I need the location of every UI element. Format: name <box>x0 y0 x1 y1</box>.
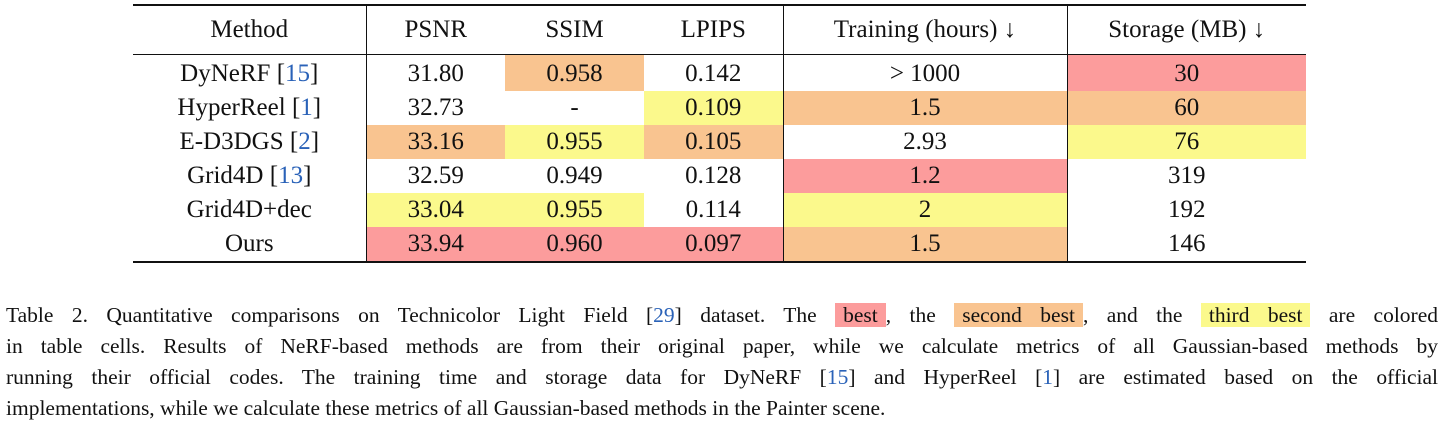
method-cell: HyperReel [1] <box>133 91 367 125</box>
lpips-cell: 0.105 <box>644 125 784 159</box>
results-table: Method PSNR SSIM LPIPS Training (hours) … <box>133 4 1306 263</box>
storage-cell: 30 <box>1067 54 1306 91</box>
header-storage: Storage (MB) ↓ <box>1067 5 1306 55</box>
citation-link[interactable]: 29 <box>653 303 675 327</box>
training-cell: 2 <box>783 193 1068 227</box>
citation-link[interactable]: 13 <box>278 162 304 189</box>
method-name: E-D3DGS <box>179 128 284 155</box>
legend-third-swatch: third best <box>1200 303 1311 327</box>
caption-line-4: implementations, while we calculate thes… <box>6 396 886 420</box>
training-cell: > 1000 <box>783 54 1068 91</box>
lpips-cell: 0.097 <box>644 227 784 262</box>
legend-best-swatch: best <box>835 303 886 327</box>
psnr-cell: 32.73 <box>407 94 464 121</box>
method-name: Ours <box>224 230 274 257</box>
psnr-cell: 31.80 <box>407 60 464 87</box>
training-cell: 1.5 <box>783 227 1068 262</box>
header-method: Method <box>133 5 367 55</box>
results-table-container: Method PSNR SSIM LPIPS Training (hours) … <box>133 4 1306 263</box>
psnr-cell: 33.94 <box>366 227 505 262</box>
storage-cell: 192 <box>1168 196 1206 223</box>
ssim-cell: 0.960 <box>505 227 644 262</box>
caption-line-1: Table 2. Quantitative comparisons on Tec… <box>6 303 1439 327</box>
storage-cell: 319 <box>1168 162 1206 189</box>
method-name: DyNeRF <box>180 60 271 87</box>
ssim-cell: 0.949 <box>546 162 603 189</box>
storage-cell: 60 <box>1067 91 1306 125</box>
header-psnr: PSNR <box>366 5 505 55</box>
psnr-cell: 32.59 <box>407 162 464 189</box>
psnr-cell: 33.16 <box>366 125 505 159</box>
lpips-cell: 0.114 <box>644 193 784 227</box>
ssim-cell: - <box>570 94 579 121</box>
method-cell: Grid4D+dec <box>133 193 367 227</box>
caption-line-2: in table cells. Results of NeRF-based me… <box>6 334 1438 358</box>
caption-line-3: running their official codes. The traini… <box>6 365 1439 389</box>
method-name: Grid4D <box>187 162 264 189</box>
ssim-cell: 0.955 <box>505 193 644 227</box>
citation-link[interactable]: 1 <box>300 94 313 121</box>
method-name: Grid4D+dec <box>186 196 312 223</box>
psnr-cell: 33.04 <box>366 193 505 227</box>
citation-link[interactable]: 1 <box>1042 365 1053 389</box>
table-row: Grid4D+dec 33.04 0.955 0.114 2 192 <box>133 193 1306 227</box>
ssim-cell: 0.955 <box>505 125 644 159</box>
method-name: HyperReel <box>177 94 286 121</box>
ssim-cell: 0.958 <box>505 54 644 91</box>
legend-second-swatch: second best <box>954 303 1083 327</box>
caption-label: Table 2. <box>6 303 88 327</box>
method-cell: E-D3DGS [2] <box>133 125 367 159</box>
storage-cell: 146 <box>1168 230 1206 257</box>
training-cell: 2.93 <box>783 125 1068 159</box>
header-ssim: SSIM <box>505 5 644 55</box>
citation-link[interactable]: 2 <box>298 128 311 155</box>
training-cell: 1.2 <box>783 159 1068 193</box>
lpips-cell: 0.109 <box>644 91 784 125</box>
lpips-cell: 0.128 <box>644 159 784 193</box>
citation-link[interactable]: 15 <box>285 60 311 87</box>
table-row: HyperReel [1] 32.73 - 0.109 1.5 60 <box>133 91 1306 125</box>
table-row: Ours 33.94 0.960 0.097 1.5 146 <box>133 227 1306 262</box>
table-row: DyNeRF [15] 31.80 0.958 0.142 > 1000 30 <box>133 54 1306 91</box>
header-training: Training (hours) ↓ <box>783 5 1068 55</box>
table-row: Grid4D [13] 32.59 0.949 0.128 1.2 319 <box>133 159 1306 193</box>
citation-link[interactable]: 15 <box>826 365 849 389</box>
training-cell: 1.5 <box>783 91 1068 125</box>
method-cell: Ours <box>133 227 367 262</box>
header-lpips: LPIPS <box>644 5 784 55</box>
lpips-cell: 0.142 <box>644 54 784 91</box>
method-cell: Grid4D [13] <box>133 159 367 193</box>
table-caption: Table 2. Quantitative comparisons on Tec… <box>6 300 1438 424</box>
storage-cell: 76 <box>1067 125 1306 159</box>
method-cell: DyNeRF [15] <box>133 54 367 91</box>
table-row: E-D3DGS [2] 33.16 0.955 0.105 2.93 76 <box>133 125 1306 159</box>
table-header-row: Method PSNR SSIM LPIPS Training (hours) … <box>133 5 1306 55</box>
